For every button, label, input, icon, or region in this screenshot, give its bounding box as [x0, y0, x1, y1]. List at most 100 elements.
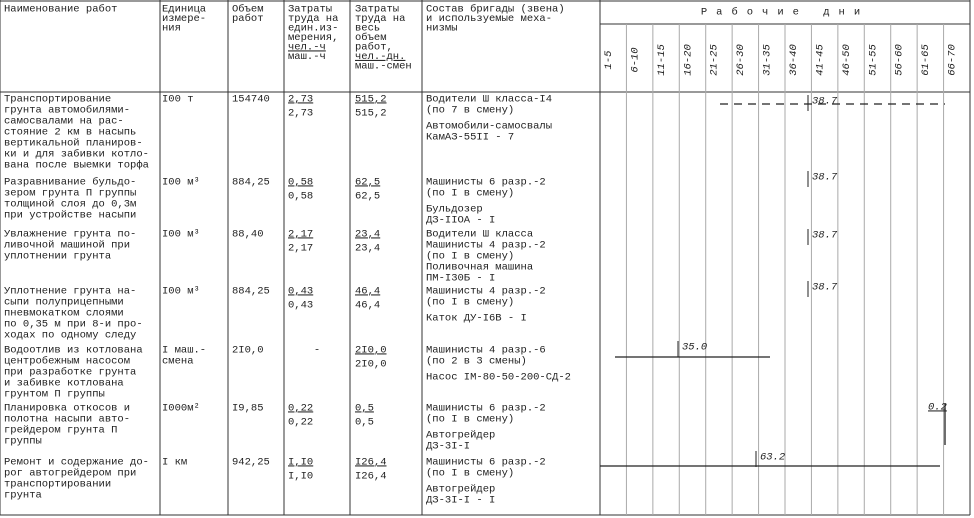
column-header: мерения, [288, 32, 338, 44]
column-header: объем [355, 31, 387, 44]
labor-total: 46,4 [355, 299, 380, 311]
crew: ДЗ-3I-I - I [426, 494, 495, 506]
labor-per-unit: 2,73 [288, 93, 313, 105]
day-range: 66-70 [947, 44, 959, 76]
column-header: маш.-смен [355, 60, 412, 72]
work-name: группы [4, 435, 42, 447]
column-header: маш.-ч [288, 51, 326, 63]
column-header: Объем [232, 2, 264, 15]
crew: Автогрейдер [426, 429, 495, 441]
labor-per-unit: 0,58 [288, 176, 313, 188]
work-name: пневмокатком слоями [4, 307, 124, 319]
work-name: стояние 2 км в насыпь [4, 126, 136, 138]
work-name: полотна насыпи авто- [4, 413, 130, 425]
crew: (по 7 в смену) [426, 104, 514, 116]
column-header: низмы [426, 22, 458, 34]
labor-per-unit: 0,43 [288, 285, 313, 297]
column-header: измере- [162, 13, 206, 25]
day-range: 26-30 [735, 44, 747, 76]
column-header: Единица [162, 3, 206, 15]
day-range: 41-45 [814, 44, 826, 76]
work-name: грейдером грунта П [4, 424, 117, 436]
volume: 154740 [232, 93, 270, 105]
crew: Насос IM-80-50-200-СД-2 [426, 371, 571, 383]
crew: (по I в смену) [426, 467, 514, 479]
work-name: Разравнивание бульдо- [4, 175, 136, 188]
work-name: Ремонт и содержание до- [4, 456, 149, 468]
day-range: 21-25 [709, 44, 721, 76]
work-name: Планировка откосов и [4, 402, 130, 414]
column-header: труда на [288, 13, 338, 25]
day-range: 56-60 [894, 44, 906, 76]
labor-total: I26,4 [355, 470, 387, 482]
work-name: толщиной слоя до 0,3м [4, 198, 136, 210]
labor-per-unit: I,I0 [288, 470, 313, 482]
labor-total: 23,4 [355, 242, 380, 254]
crew: Машинисты 4 разр.-2 [426, 285, 546, 297]
crew: Автогрейдер [426, 483, 495, 495]
labor-total: 2I0,0 [355, 344, 387, 356]
day-range: 1-5 [603, 50, 615, 70]
labor-total: 62,5 [355, 176, 380, 188]
crew: (по I в смену) [426, 250, 514, 262]
labor-total: 2I0,0 [355, 358, 387, 370]
work-name: Уплотнение грунта на- [4, 285, 136, 297]
unit: смена [162, 355, 194, 367]
crew: (по 2 в 3 смены) [426, 355, 527, 367]
labor-total: 46,4 [355, 285, 380, 297]
labor-total: 0,5 [355, 416, 374, 428]
schedule-label: 35.0 [682, 341, 707, 353]
column-header: работ, [355, 40, 393, 53]
labor-total: 23,4 [355, 228, 380, 240]
column-header: Затраты [288, 3, 332, 15]
crew: ПМ-I30Б - I [426, 272, 495, 284]
labor-total: I26,4 [355, 456, 387, 468]
day-range: 16-20 [682, 44, 694, 76]
work-name: грунта автомобилями- [4, 103, 130, 116]
day-range: 46-50 [841, 44, 853, 76]
crew: Машинисты 6 разр.-2 [426, 456, 546, 468]
work-name: ливочной машиной при [4, 239, 130, 251]
crew: Машинисты 6 разр.-2 [426, 402, 546, 414]
column-header: ния [162, 22, 181, 34]
unit: I00 м³ [162, 285, 200, 297]
day-range: 61-65 [920, 44, 932, 76]
labor-per-unit: 0,22 [288, 416, 313, 428]
work-name: вертикальной планиров- [4, 137, 143, 149]
volume: 884,25 [232, 176, 270, 188]
column-header: и используемые меха- [426, 13, 552, 25]
crew: (по I в смену) [426, 187, 514, 199]
schedule-label: 38.7 [812, 281, 838, 293]
day-range: 51-55 [867, 44, 879, 76]
labor-per-unit: - [314, 344, 320, 356]
labor-per-unit: 2,17 [288, 242, 313, 254]
column-header: чел.-ч [288, 41, 326, 53]
volume: I9,85 [232, 402, 264, 414]
work-name: Водоотлив из котлована [4, 344, 143, 356]
work-name: при разработке грунта [4, 365, 136, 378]
labor-total: 515,2 [355, 93, 387, 105]
labor-per-unit: 0,22 [288, 402, 313, 414]
crew: Водители Ш класса-I4 [426, 93, 552, 105]
work-name: и забивке котлована [4, 376, 124, 389]
crew: Автомобили-самосвалы [426, 119, 552, 132]
work-name: сыпи полуприцепными [4, 296, 124, 308]
unit: I маш.- [162, 344, 206, 356]
crew: Машинисты 4 разр.-6 [426, 344, 546, 356]
days-title: Рабочие дни [701, 5, 869, 18]
volume: 884,25 [232, 285, 270, 297]
labor-per-unit: 2,73 [288, 107, 313, 119]
crew: (по I в смену) [426, 413, 514, 425]
crew: Машинисты 4 разр.-2 [426, 239, 546, 251]
unit: I000м² [162, 402, 200, 414]
unit: I00 м³ [162, 176, 200, 188]
volume: 88,40 [232, 228, 264, 240]
unit: I00 м³ [162, 228, 200, 240]
labor-total: 62,5 [355, 190, 380, 202]
day-range: 6-10 [629, 47, 641, 72]
labor-total: 515,2 [355, 107, 387, 119]
column-header: Наименование работ [4, 2, 117, 15]
volume: 942,25 [232, 456, 270, 468]
crew: Бульдозер [426, 203, 483, 215]
column-header: работ [232, 12, 264, 25]
